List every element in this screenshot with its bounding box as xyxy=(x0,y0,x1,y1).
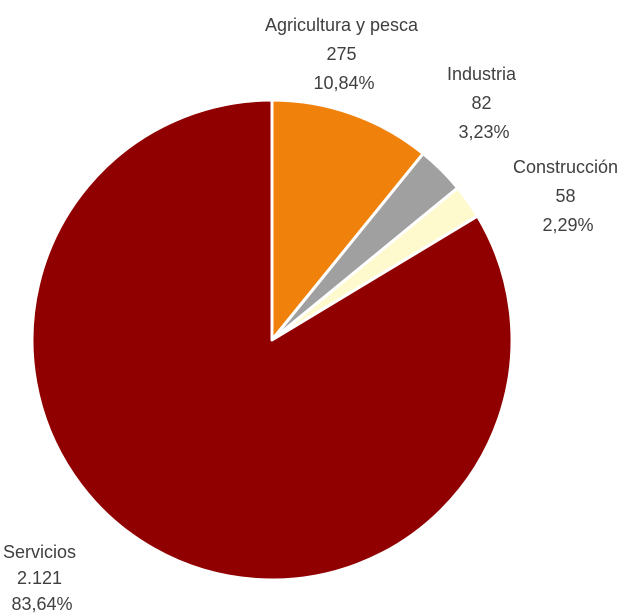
label-servicios-value: 2.121 xyxy=(17,568,62,588)
label-industria-name: Industria xyxy=(447,64,517,84)
pie-slices xyxy=(30,98,514,582)
pie-slice-servicios xyxy=(30,98,514,582)
slice-labels: Agricultura y pesca 275 10,84% Industria… xyxy=(3,15,623,613)
label-agricultura-name: Agricultura y pesca xyxy=(265,15,419,35)
label-servicios-percent: 83,64% xyxy=(11,594,72,613)
label-agricultura-percent: 10,84% xyxy=(313,73,374,93)
label-construccion-value: 58 xyxy=(555,186,575,206)
label-construccion-percent: 2,29% xyxy=(542,215,593,235)
pie-slice-agricultura-y-pesca xyxy=(270,98,425,342)
label-industria: Industria 82 3,23% xyxy=(447,64,521,142)
label-industria-percent: 3,23% xyxy=(458,122,509,142)
label-industria-value: 82 xyxy=(471,93,491,113)
label-construccion-name: Construcción xyxy=(513,157,618,177)
label-servicios: Servicios 2.121 83,64% xyxy=(3,542,81,613)
label-construccion: Construcción 58 2,29% xyxy=(513,157,623,235)
label-agricultura: Agricultura y pesca 275 10,84% xyxy=(265,15,423,93)
label-servicios-name: Servicios xyxy=(3,542,76,562)
label-agricultura-value: 275 xyxy=(326,44,356,64)
